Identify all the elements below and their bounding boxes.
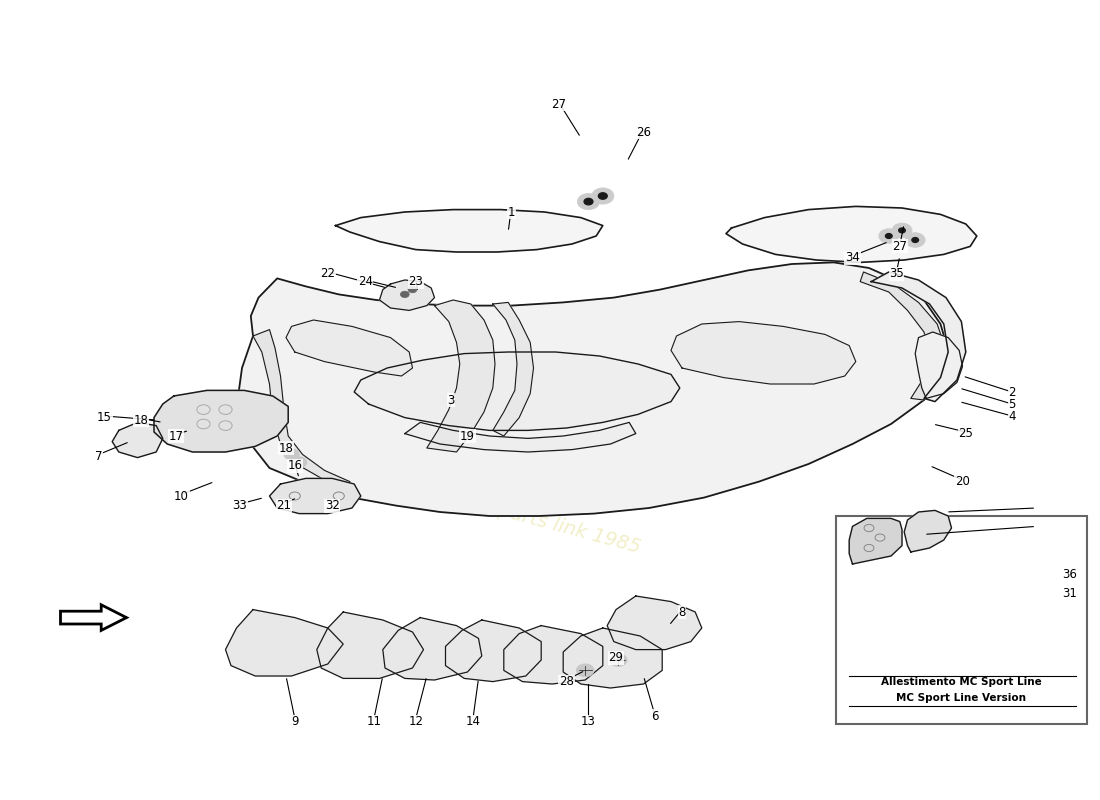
Circle shape xyxy=(899,228,905,233)
Text: 23: 23 xyxy=(408,275,424,288)
Text: 10: 10 xyxy=(174,490,189,502)
Polygon shape xyxy=(354,352,680,430)
Text: Allestimento MC Sport Line: Allestimento MC Sport Line xyxy=(881,677,1042,686)
Text: 32: 32 xyxy=(324,499,340,512)
Circle shape xyxy=(576,664,594,677)
Text: 21: 21 xyxy=(276,499,292,512)
Text: 1: 1 xyxy=(508,206,515,218)
Text: 15: 15 xyxy=(97,411,112,424)
Text: 35: 35 xyxy=(889,267,904,280)
Polygon shape xyxy=(336,210,603,252)
Circle shape xyxy=(400,291,409,298)
Text: 11: 11 xyxy=(366,715,382,728)
Text: 33: 33 xyxy=(232,499,248,512)
Circle shape xyxy=(292,457,307,468)
Circle shape xyxy=(284,449,299,460)
Polygon shape xyxy=(270,478,361,514)
Polygon shape xyxy=(253,330,352,490)
Text: 29: 29 xyxy=(608,651,624,664)
Text: 14: 14 xyxy=(465,715,481,728)
Polygon shape xyxy=(405,422,636,452)
Circle shape xyxy=(905,233,925,247)
Polygon shape xyxy=(112,422,163,458)
Text: a passion for parts link 1985: a passion for parts link 1985 xyxy=(370,467,642,557)
Circle shape xyxy=(584,198,593,205)
Text: 9: 9 xyxy=(292,715,298,728)
Polygon shape xyxy=(849,518,902,564)
Polygon shape xyxy=(236,262,948,516)
Text: 36: 36 xyxy=(1062,568,1077,581)
Polygon shape xyxy=(154,390,288,452)
Circle shape xyxy=(892,223,912,238)
Text: 31: 31 xyxy=(1062,587,1077,600)
Text: 18: 18 xyxy=(278,442,294,454)
Polygon shape xyxy=(607,596,702,650)
Polygon shape xyxy=(493,302,534,436)
Polygon shape xyxy=(317,612,424,678)
Text: 12: 12 xyxy=(408,715,424,728)
Circle shape xyxy=(886,234,892,238)
Text: 26: 26 xyxy=(636,126,651,138)
Text: 5: 5 xyxy=(1009,398,1015,410)
Text: 20: 20 xyxy=(955,475,970,488)
Text: 24: 24 xyxy=(358,275,373,288)
Polygon shape xyxy=(915,332,962,398)
Text: 13: 13 xyxy=(581,715,596,728)
Polygon shape xyxy=(726,206,977,262)
Polygon shape xyxy=(871,272,966,402)
Text: 2: 2 xyxy=(1009,386,1015,398)
Polygon shape xyxy=(383,618,482,680)
Circle shape xyxy=(408,286,417,293)
Circle shape xyxy=(609,654,627,666)
Circle shape xyxy=(578,194,600,210)
Text: 4: 4 xyxy=(1009,410,1015,422)
Text: 28: 28 xyxy=(559,675,574,688)
Text: 19: 19 xyxy=(460,430,475,442)
Polygon shape xyxy=(563,628,662,688)
Text: 16: 16 xyxy=(287,459,303,472)
Polygon shape xyxy=(427,300,495,452)
Text: 17: 17 xyxy=(168,430,184,442)
Text: MC Sport Line Version: MC Sport Line Version xyxy=(896,693,1026,702)
Polygon shape xyxy=(671,322,856,384)
Circle shape xyxy=(912,238,918,242)
Circle shape xyxy=(879,229,899,243)
Text: 34: 34 xyxy=(845,251,860,264)
Circle shape xyxy=(598,193,607,199)
Text: 8: 8 xyxy=(679,606,685,618)
Text: 7: 7 xyxy=(96,450,102,462)
Polygon shape xyxy=(504,626,603,684)
Text: 22: 22 xyxy=(320,267,336,280)
Text: 3: 3 xyxy=(448,394,454,406)
Polygon shape xyxy=(446,620,541,682)
Text: 25: 25 xyxy=(958,427,974,440)
Text: 21 Sports: 21 Sports xyxy=(264,316,660,484)
Circle shape xyxy=(592,188,614,204)
FancyBboxPatch shape xyxy=(836,516,1087,724)
Text: 27: 27 xyxy=(892,240,907,253)
Text: 27: 27 xyxy=(551,98,566,110)
Polygon shape xyxy=(226,610,343,676)
Polygon shape xyxy=(860,272,946,400)
Text: 6: 6 xyxy=(651,710,658,722)
Text: 18: 18 xyxy=(133,414,148,426)
Polygon shape xyxy=(904,510,952,552)
Polygon shape xyxy=(379,280,434,310)
Polygon shape xyxy=(286,320,412,376)
